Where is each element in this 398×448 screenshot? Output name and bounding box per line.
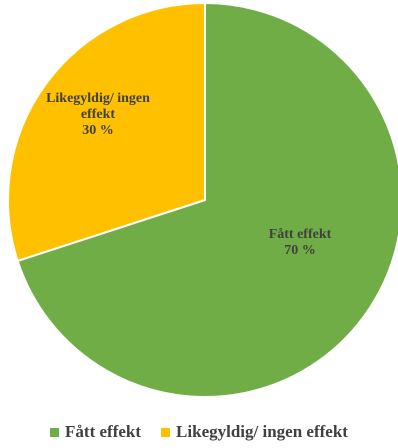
legend-label-likegyldig: Likegyldig/ ingen effekt bbox=[176, 422, 348, 441]
pie-slice-likegyldig bbox=[7, 1, 206, 263]
slice-label-line: effekt bbox=[81, 107, 116, 122]
slice-label-line: Fått effekt bbox=[269, 227, 332, 242]
slice-label-line: Likegyldig/ ingen bbox=[46, 91, 150, 106]
pie-slice-fatt-effekt bbox=[16, 1, 398, 398]
chart-legend: Fått effekt Likegyldig/ ingen effekt bbox=[0, 420, 398, 444]
legend-swatch-likegyldig bbox=[161, 427, 171, 437]
pie-chart: Fått effekt 70 % Likegyldig/ ingen effekt 30… bbox=[7, 1, 398, 398]
pie-slices bbox=[7, 1, 398, 398]
slice-label-likegyldig: Likegyldig/ ingen effekt 30 % bbox=[46, 91, 150, 138]
slice-label-line: 70 % bbox=[284, 243, 316, 258]
legend-item-fatt-effekt: Fått effekt bbox=[50, 422, 141, 442]
pie-slice-labels: Fått effekt 70 % Likegyldig/ ingen effekt 30… bbox=[46, 91, 332, 258]
slice-label-line: 30 % bbox=[82, 123, 114, 138]
legend-swatch-fatt-effekt bbox=[50, 427, 60, 437]
legend-item-likegyldig: Likegyldig/ ingen effekt bbox=[161, 422, 348, 442]
slice-label-fatt-effekt: Fått effekt 70 % bbox=[269, 227, 332, 258]
legend-label-fatt-effekt: Fått effekt bbox=[65, 422, 142, 441]
